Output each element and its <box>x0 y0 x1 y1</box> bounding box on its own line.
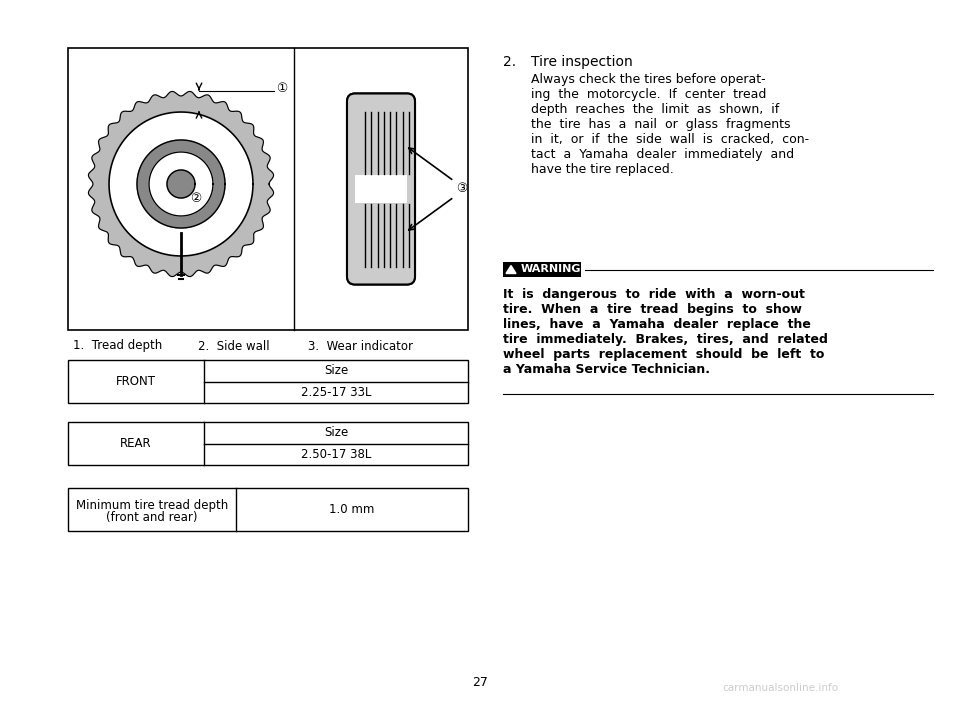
Text: in  it,  or  if  the  side  wall  is  cracked,  con-: in it, or if the side wall is cracked, c… <box>531 133 809 146</box>
Bar <box>68 48 468 330</box>
Polygon shape <box>167 170 195 198</box>
Polygon shape <box>506 265 516 274</box>
Text: ①: ① <box>276 82 288 95</box>
Text: wheel  parts  replacement  should  be  left  to: wheel parts replacement should be left t… <box>503 348 825 361</box>
Text: Size: Size <box>324 427 348 439</box>
Bar <box>68 422 468 465</box>
Text: a Yamaha Service Technician.: a Yamaha Service Technician. <box>503 363 710 376</box>
Text: depth  reaches  the  limit  as  shown,  if: depth reaches the limit as shown, if <box>531 103 780 116</box>
Text: lines,  have  a  Yamaha  dealer  replace  the: lines, have a Yamaha dealer replace the <box>503 318 811 331</box>
Text: 1.  Tread depth: 1. Tread depth <box>73 339 162 353</box>
Text: (front and rear): (front and rear) <box>107 511 198 524</box>
Text: Always check the tires before operat-: Always check the tires before operat- <box>531 73 766 86</box>
Text: ing  the  motorcycle.  If  center  tread: ing the motorcycle. If center tread <box>531 88 766 101</box>
Polygon shape <box>149 152 213 216</box>
Text: 2.  Side wall: 2. Side wall <box>198 339 270 353</box>
Text: WARNING: WARNING <box>521 264 582 274</box>
Text: 2.25-17 33L: 2.25-17 33L <box>300 386 372 399</box>
Text: tire  immediately.  Brakes,  tires,  and  related: tire immediately. Brakes, tires, and rel… <box>503 333 828 346</box>
Text: It  is  dangerous  to  ride  with  a  worn-out: It is dangerous to ride with a worn-out <box>503 288 804 301</box>
Text: tact  a  Yamaha  dealer  immediately  and: tact a Yamaha dealer immediately and <box>531 148 794 161</box>
Text: tire.  When  a  tire  tread  begins  to  show: tire. When a tire tread begins to show <box>503 303 802 316</box>
Bar <box>355 175 407 203</box>
Polygon shape <box>88 92 274 277</box>
Text: carmanualsonline.info: carmanualsonline.info <box>722 683 838 693</box>
FancyBboxPatch shape <box>347 94 415 284</box>
FancyBboxPatch shape <box>347 94 415 284</box>
Text: have the tire replaced.: have the tire replaced. <box>531 163 674 176</box>
Text: 2.: 2. <box>503 55 516 69</box>
Text: 2.50-17 38L: 2.50-17 38L <box>300 448 372 461</box>
Text: 27: 27 <box>472 675 488 688</box>
Bar <box>503 262 581 277</box>
Text: ②: ② <box>190 193 202 205</box>
Text: ③: ③ <box>456 183 468 196</box>
Text: FRONT: FRONT <box>116 375 156 388</box>
Text: 3.  Wear indicator: 3. Wear indicator <box>308 339 413 353</box>
Polygon shape <box>109 112 253 256</box>
Bar <box>68 360 468 403</box>
Text: Tire inspection: Tire inspection <box>531 55 633 69</box>
Text: REAR: REAR <box>120 437 152 450</box>
Polygon shape <box>137 140 225 228</box>
Text: the  tire  has  a  nail  or  glass  fragments: the tire has a nail or glass fragments <box>531 118 790 131</box>
Text: Size: Size <box>324 364 348 378</box>
Text: 1.0 mm: 1.0 mm <box>329 503 374 516</box>
Bar <box>68 488 468 531</box>
Text: Minimum tire tread depth: Minimum tire tread depth <box>76 499 228 512</box>
